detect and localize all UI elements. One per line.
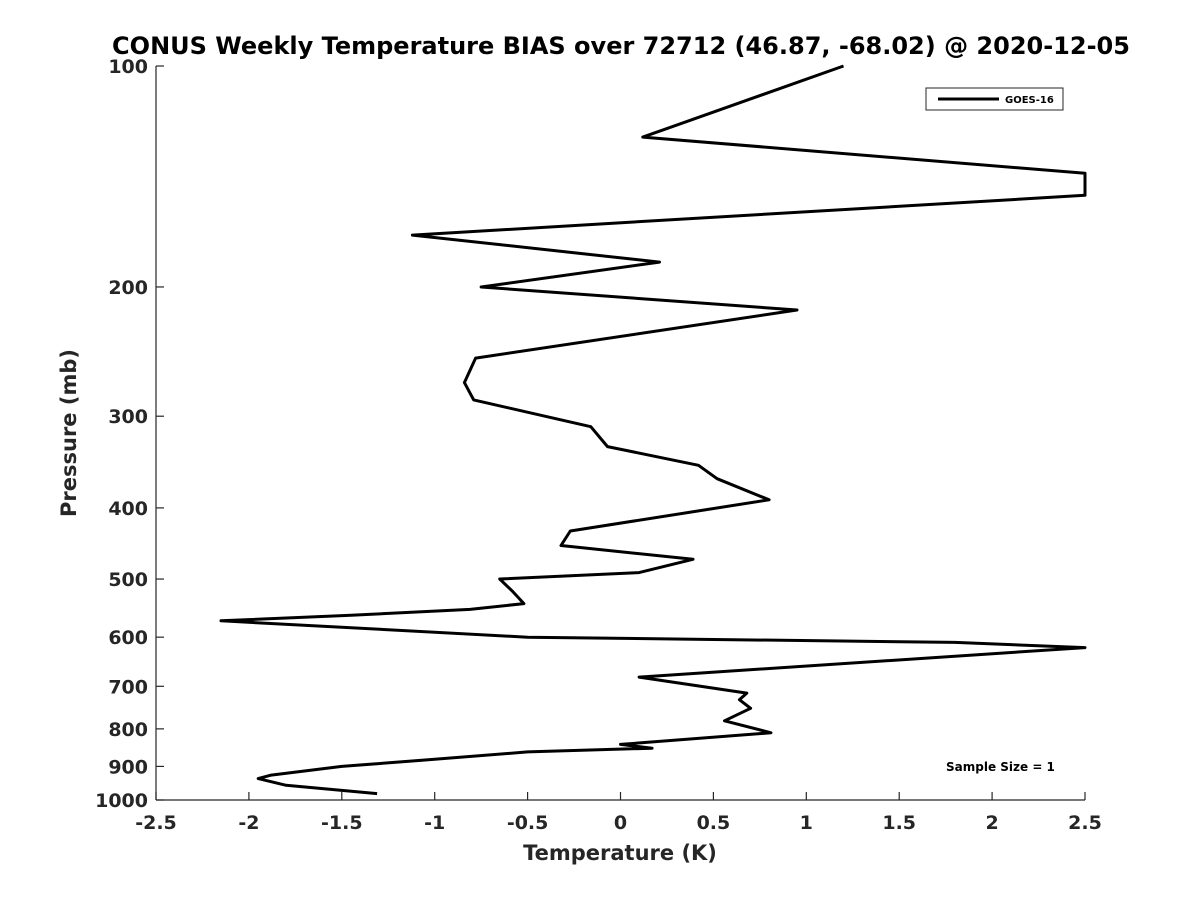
legend: GOES-16	[925, 87, 1064, 111]
x-tick-label: 1	[800, 812, 813, 834]
x-tick-label: 1.5	[882, 812, 916, 834]
y-tick-label: 700	[108, 676, 148, 698]
y-tick-label: 1000	[95, 790, 148, 812]
x-tick-label: -0.5	[507, 812, 549, 834]
legend-label: GOES-16	[1005, 95, 1054, 106]
y-tick-label: 500	[108, 569, 148, 591]
y-axis-label: Pressure (mb)	[57, 349, 81, 517]
y-tick-label: 100	[108, 56, 148, 78]
sample-size-annotation: Sample Size = 1	[946, 760, 1055, 774]
chart-title: CONUS Weekly Temperature BIAS over 72712…	[112, 32, 1130, 60]
y-tick-label: 800	[108, 719, 148, 741]
x-tick-label: -1.5	[321, 812, 363, 834]
y-tick-label: 300	[108, 406, 148, 428]
x-axis-label: Temperature (K)	[523, 841, 717, 865]
y-tick-label: 200	[108, 277, 148, 299]
series-layer	[219, 64, 1087, 796]
x-tick-label: 0.5	[697, 812, 731, 834]
x-tick-label: -2.5	[135, 812, 177, 834]
series-line-goes-16	[219, 64, 1087, 796]
y-tick-label: 600	[108, 627, 148, 649]
x-tick-label: -2	[238, 812, 259, 834]
x-tick-label: 2.5	[1068, 812, 1102, 834]
y-axis-ticks: 100 200 300 400 500 600 700 800 900 1000	[95, 56, 164, 812]
x-tick-label: 2	[985, 812, 998, 834]
x-tick-label: 0	[614, 812, 627, 834]
y-tick-label: 900	[108, 756, 148, 778]
y-tick-label: 400	[108, 498, 148, 520]
x-axis-ticks: -2.5 -2 -1.5 -1 -0.5 0 0.5 1 1.5 2 2.5	[135, 792, 1102, 834]
x-tick-label: -1	[424, 812, 445, 834]
